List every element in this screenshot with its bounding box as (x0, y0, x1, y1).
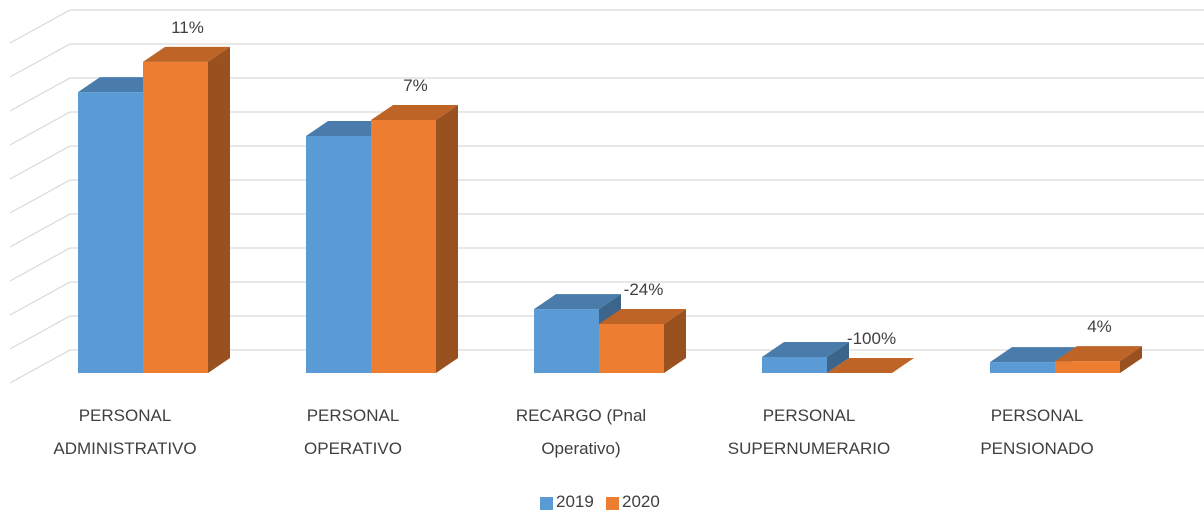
bar-side (827, 342, 849, 373)
grid-line (9, 43, 1204, 78)
bar-front (143, 61, 208, 374)
bar (1055, 346, 1142, 373)
bar-front (534, 309, 599, 373)
bar-top (599, 309, 686, 325)
bar (599, 309, 686, 373)
legend-label: 2020 (622, 492, 660, 511)
grid-line (9, 111, 1204, 146)
bar-side (436, 105, 458, 373)
grid-line (9, 315, 1204, 350)
x-tick-label: PERSONAL PENSIONADO (980, 406, 1094, 458)
x-tick-label: PERSONAL OPERATIVO (304, 406, 402, 458)
bar-top (827, 358, 914, 373)
bar-top (762, 342, 849, 358)
grid-line (9, 9, 1204, 44)
grid-line (9, 179, 1204, 214)
data-label: -24% (624, 280, 664, 299)
bar (827, 358, 914, 373)
grid-line (9, 247, 1204, 282)
x-tick-label: PERSONAL ADMINISTRATIVO (53, 406, 197, 458)
bar-front (599, 324, 664, 373)
grid-line (9, 281, 1204, 316)
legend-label: 2019 (556, 492, 594, 511)
data-label: 4% (1087, 317, 1112, 336)
grid-line (9, 213, 1204, 248)
bar-top (1055, 346, 1142, 362)
legend-swatch (540, 497, 553, 510)
grid-line (9, 145, 1204, 180)
bar-front (371, 120, 436, 373)
bar (762, 342, 849, 373)
bar-front (1055, 361, 1120, 373)
data-label: 7% (403, 76, 428, 95)
bar-front (990, 362, 1055, 373)
bar (143, 46, 230, 374)
legend-swatch (606, 497, 619, 510)
bar (371, 105, 458, 373)
data-label: -100% (847, 329, 896, 348)
bar-front (78, 92, 143, 373)
bar-top (534, 294, 621, 310)
x-tick-label: RECARGO (Pnal Operativo) (515, 406, 647, 458)
bar-top (371, 105, 458, 121)
grid-line (9, 77, 1204, 112)
bar-top (990, 347, 1077, 363)
bar-front (762, 357, 827, 373)
bar-side (1120, 346, 1142, 373)
bar-top (143, 46, 230, 62)
bar-side (664, 309, 686, 373)
x-tick-label: PERSONAL SUPERNUMERARIO (727, 406, 891, 458)
bar-front (306, 136, 371, 373)
data-label: 11% (171, 18, 204, 37)
bar-side (208, 46, 230, 374)
